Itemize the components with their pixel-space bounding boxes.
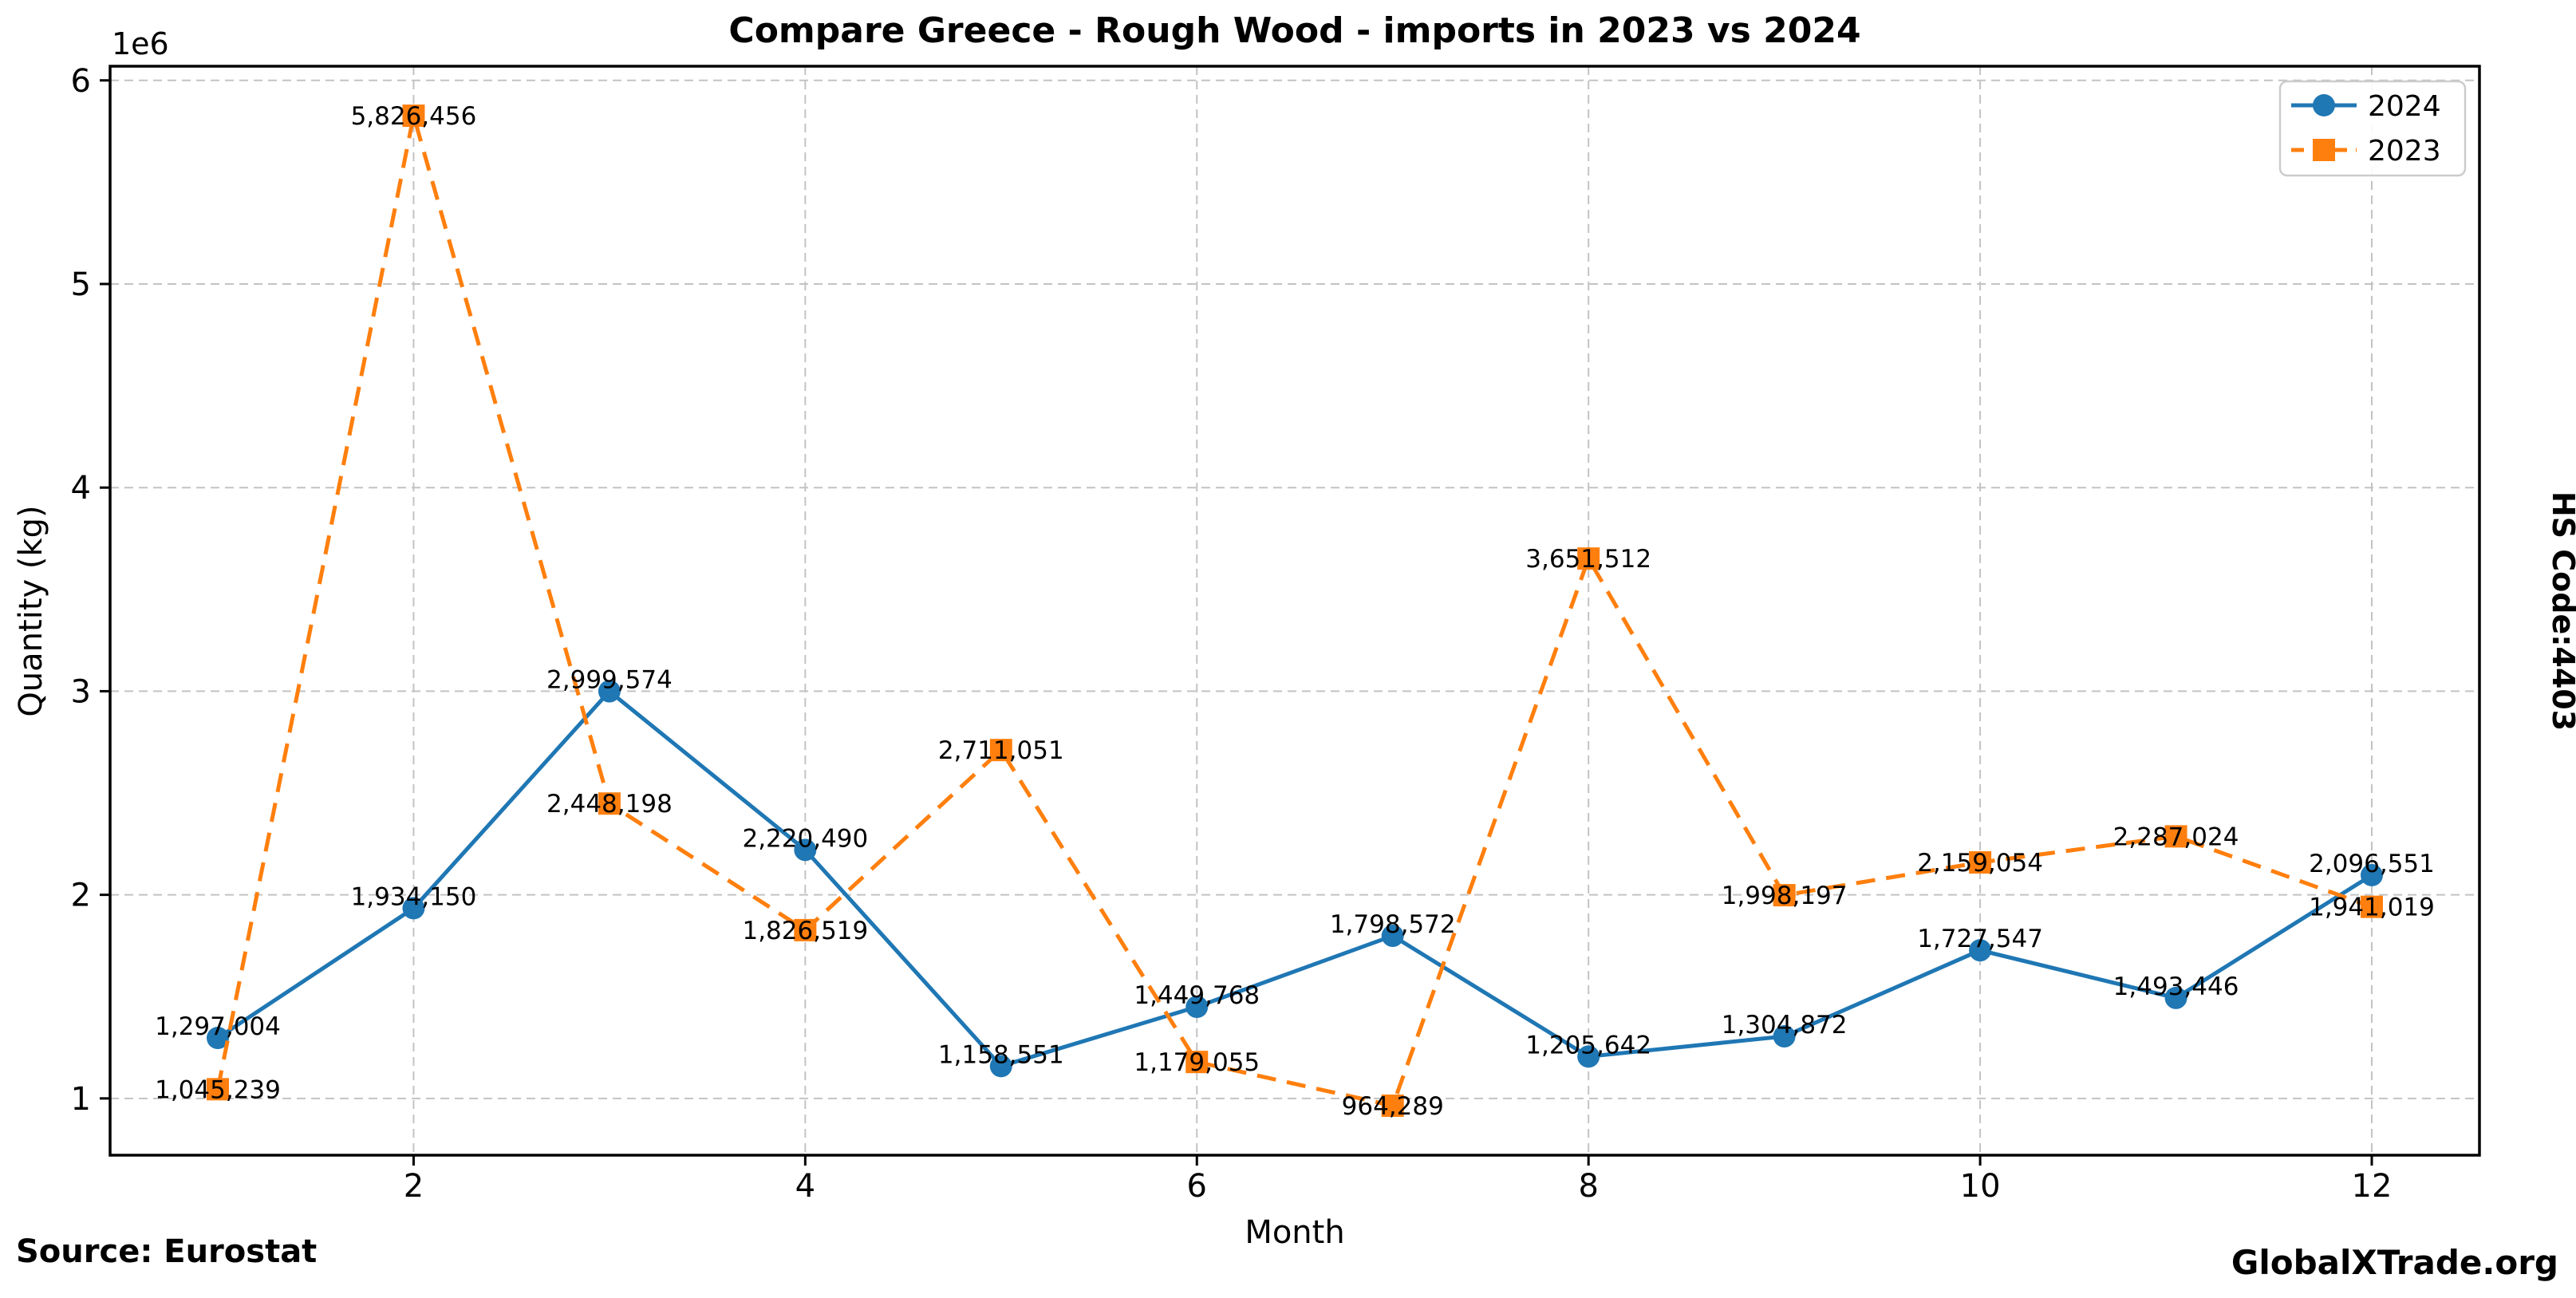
marker-2024-m4: [794, 838, 817, 862]
legend-label-2023: 2023: [2368, 135, 2441, 168]
data-label-2023-m2: 5,826,456: [351, 102, 477, 131]
x-tick-label-8: 8: [1578, 1168, 1598, 1205]
legend-marker-2024: [2313, 94, 2335, 116]
marker-2024-m9: [1773, 1025, 1796, 1048]
data-labels: 1,297,004 1,934,150 2,999,574 2,220,490 1,15…: [155, 102, 2435, 1121]
data-label-2024-m4: 2,220,490: [742, 824, 868, 853]
legend-label-2024: 2024: [2368, 90, 2441, 123]
data-label-2024-m11: 1,493,446: [2113, 973, 2239, 1001]
marker-2023-m3: [598, 792, 621, 815]
marker-2024-m7: [1381, 925, 1404, 948]
data-label-2024-m2: 1,934,150: [351, 882, 477, 911]
marker-2024-m12: [2361, 863, 2383, 886]
marker-2023-m4: [794, 918, 817, 941]
marker-2023-m11: [2164, 825, 2187, 848]
source-text: Source: Eurostat: [16, 1233, 317, 1270]
data-label-2024-m6: 1,449,768: [1134, 981, 1260, 1010]
x-axis-label: Month: [1245, 1214, 1344, 1251]
hs-code-label: HS Code:4403: [2546, 491, 2576, 731]
x-tick-label-2: 2: [404, 1168, 424, 1205]
y-tick-label-6: 6: [71, 63, 91, 100]
y-tick-label-2: 2: [71, 878, 91, 914]
y-axis-label: Quantity (kg): [13, 505, 49, 716]
marker-2024-m10: [1969, 939, 1992, 962]
x-tick-label-4: 4: [795, 1168, 815, 1205]
y-tick-label-3: 3: [71, 673, 91, 710]
marker-2023-m5: [989, 739, 1012, 762]
marker-2023-m12: [2361, 895, 2383, 918]
data-label-2023-m1: 1,045,239: [155, 1075, 281, 1104]
plot-border: [108, 65, 2481, 1157]
marker-2024-m3: [598, 680, 621, 703]
data-label-2024-m12: 2,096,551: [2309, 850, 2435, 878]
marker-2024-m1: [207, 1027, 229, 1050]
data-label-2023-m10: 2,159,054: [1917, 849, 2043, 878]
y-tick-label-5: 5: [71, 266, 91, 303]
marker-2024-m6: [1185, 996, 1209, 1019]
marker-2023-m7: [1381, 1094, 1404, 1117]
data-label-2024-m7: 1,798,572: [1330, 910, 1456, 939]
data-label-2023-m7: 964,289: [1342, 1092, 1444, 1121]
y-tick-label-4: 4: [71, 470, 91, 507]
data-label-2024-m9: 1,304,872: [1722, 1011, 1848, 1040]
legend: 2024 2023: [2278, 80, 2467, 177]
series-line-2023: [215, 115, 2373, 1108]
x-tick-label-10: 10: [1960, 1168, 2001, 1205]
data-label-2024-m5: 1,158,551: [938, 1040, 1064, 1069]
data-label-2023-m3: 2,448,198: [546, 790, 673, 819]
data-label-2024-m3: 2,999,574: [546, 666, 673, 695]
series-layer: [207, 105, 2383, 1117]
marker-2023-m9: [1773, 884, 1796, 907]
data-label-2024-m8: 1,205,642: [1525, 1031, 1651, 1059]
chart-title: Compare Greece - Rough Wood - imports in…: [728, 10, 1860, 51]
marker-2024-m11: [2164, 986, 2187, 1009]
marker-2023-m10: [1969, 851, 1992, 874]
y-tick-label-1: 1: [71, 1081, 91, 1118]
data-label-2023-m12: 1,941,019: [2309, 894, 2435, 922]
marker-2023-m1: [207, 1078, 229, 1101]
website-text: GlobalXTrade.org: [2231, 1243, 2558, 1282]
marker-2023-m8: [1577, 547, 1600, 570]
series-line-2024: [216, 688, 2373, 1069]
x-tick-label-6: 6: [1187, 1168, 1207, 1205]
legend-marker-2023: [2313, 139, 2335, 161]
marker-2024-m8: [1577, 1045, 1600, 1068]
gridlines: [110, 66, 2479, 1155]
data-label-2024-m1: 1,297,004: [155, 1012, 281, 1041]
data-label-2023-m11: 2,287,024: [2113, 823, 2239, 851]
marker-2023-m2: [402, 105, 425, 128]
data-label-2023-m4: 1,826,519: [742, 917, 868, 945]
data-label-2023-m6: 1,179,055: [1134, 1048, 1260, 1077]
data-label-2023-m5: 2,711,051: [938, 736, 1064, 765]
data-label-2023-m8: 3,651,512: [1525, 545, 1651, 574]
y-axis-offset-label: 1e6: [112, 26, 169, 61]
marker-2024-m5: [989, 1055, 1012, 1078]
marker-2023-m6: [1185, 1051, 1209, 1074]
x-tick-label-12: 12: [2352, 1168, 2393, 1205]
data-label-2023-m9: 1,998,197: [1722, 882, 1848, 910]
marker-2024-m2: [402, 897, 425, 920]
data-label-2024-m10: 1,727,547: [1917, 925, 2043, 953]
